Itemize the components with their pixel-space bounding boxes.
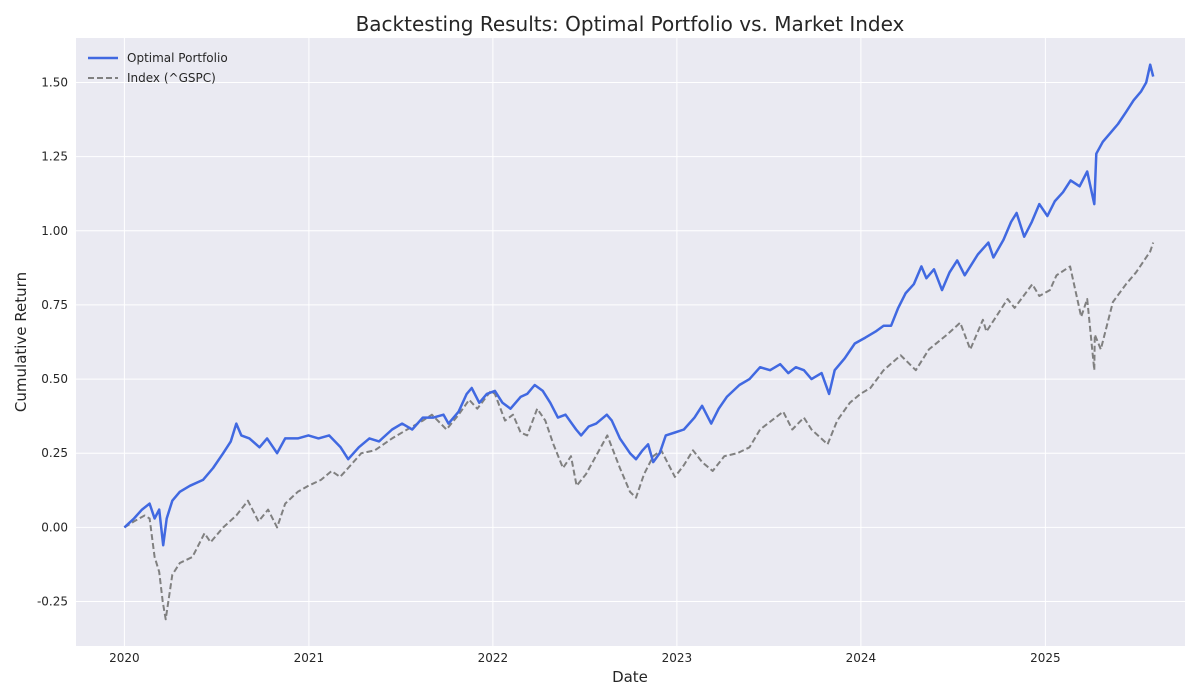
legend-label-optimal-portfolio: Optimal Portfolio xyxy=(127,51,228,65)
x-tick-label: 2023 xyxy=(662,651,693,665)
x-tick-label: 2021 xyxy=(294,651,325,665)
legend: Optimal Portfolio Index (^GSPC) xyxy=(88,51,228,85)
grid-lines xyxy=(76,38,1185,646)
y-tick-label: 0.50 xyxy=(41,372,68,386)
x-tick-label: 2020 xyxy=(109,651,140,665)
x-tick-label: 2025 xyxy=(1030,651,1061,665)
y-tick-label: 0.75 xyxy=(41,298,68,312)
chart-title: Backtesting Results: Optimal Portfolio v… xyxy=(356,12,905,36)
x-tick-labels: 2020 2021 2022 2023 2024 2025 xyxy=(109,651,1061,665)
x-axis-label: Date xyxy=(612,668,648,686)
y-tick-label: -0.25 xyxy=(37,595,68,609)
y-tick-label: 0.25 xyxy=(41,446,68,460)
y-tick-label: 1.50 xyxy=(41,75,68,89)
legend-label-index: Index (^GSPC) xyxy=(127,71,216,85)
plot-area xyxy=(76,38,1185,646)
y-tick-label: 0.00 xyxy=(41,520,68,534)
series-line-optimal-portfolio xyxy=(123,63,1155,547)
series-layer xyxy=(123,63,1155,621)
y-axis-label: Cumulative Return xyxy=(12,272,30,412)
y-tick-labels: -0.25 0.00 0.25 0.50 0.75 1.00 1.25 1.50 xyxy=(37,75,68,608)
x-tick-label: 2022 xyxy=(478,651,509,665)
y-tick-label: 1.25 xyxy=(41,150,68,164)
y-tick-label: 1.00 xyxy=(41,224,68,238)
series-line-index xyxy=(123,242,1155,621)
x-tick-label: 2024 xyxy=(846,651,877,665)
